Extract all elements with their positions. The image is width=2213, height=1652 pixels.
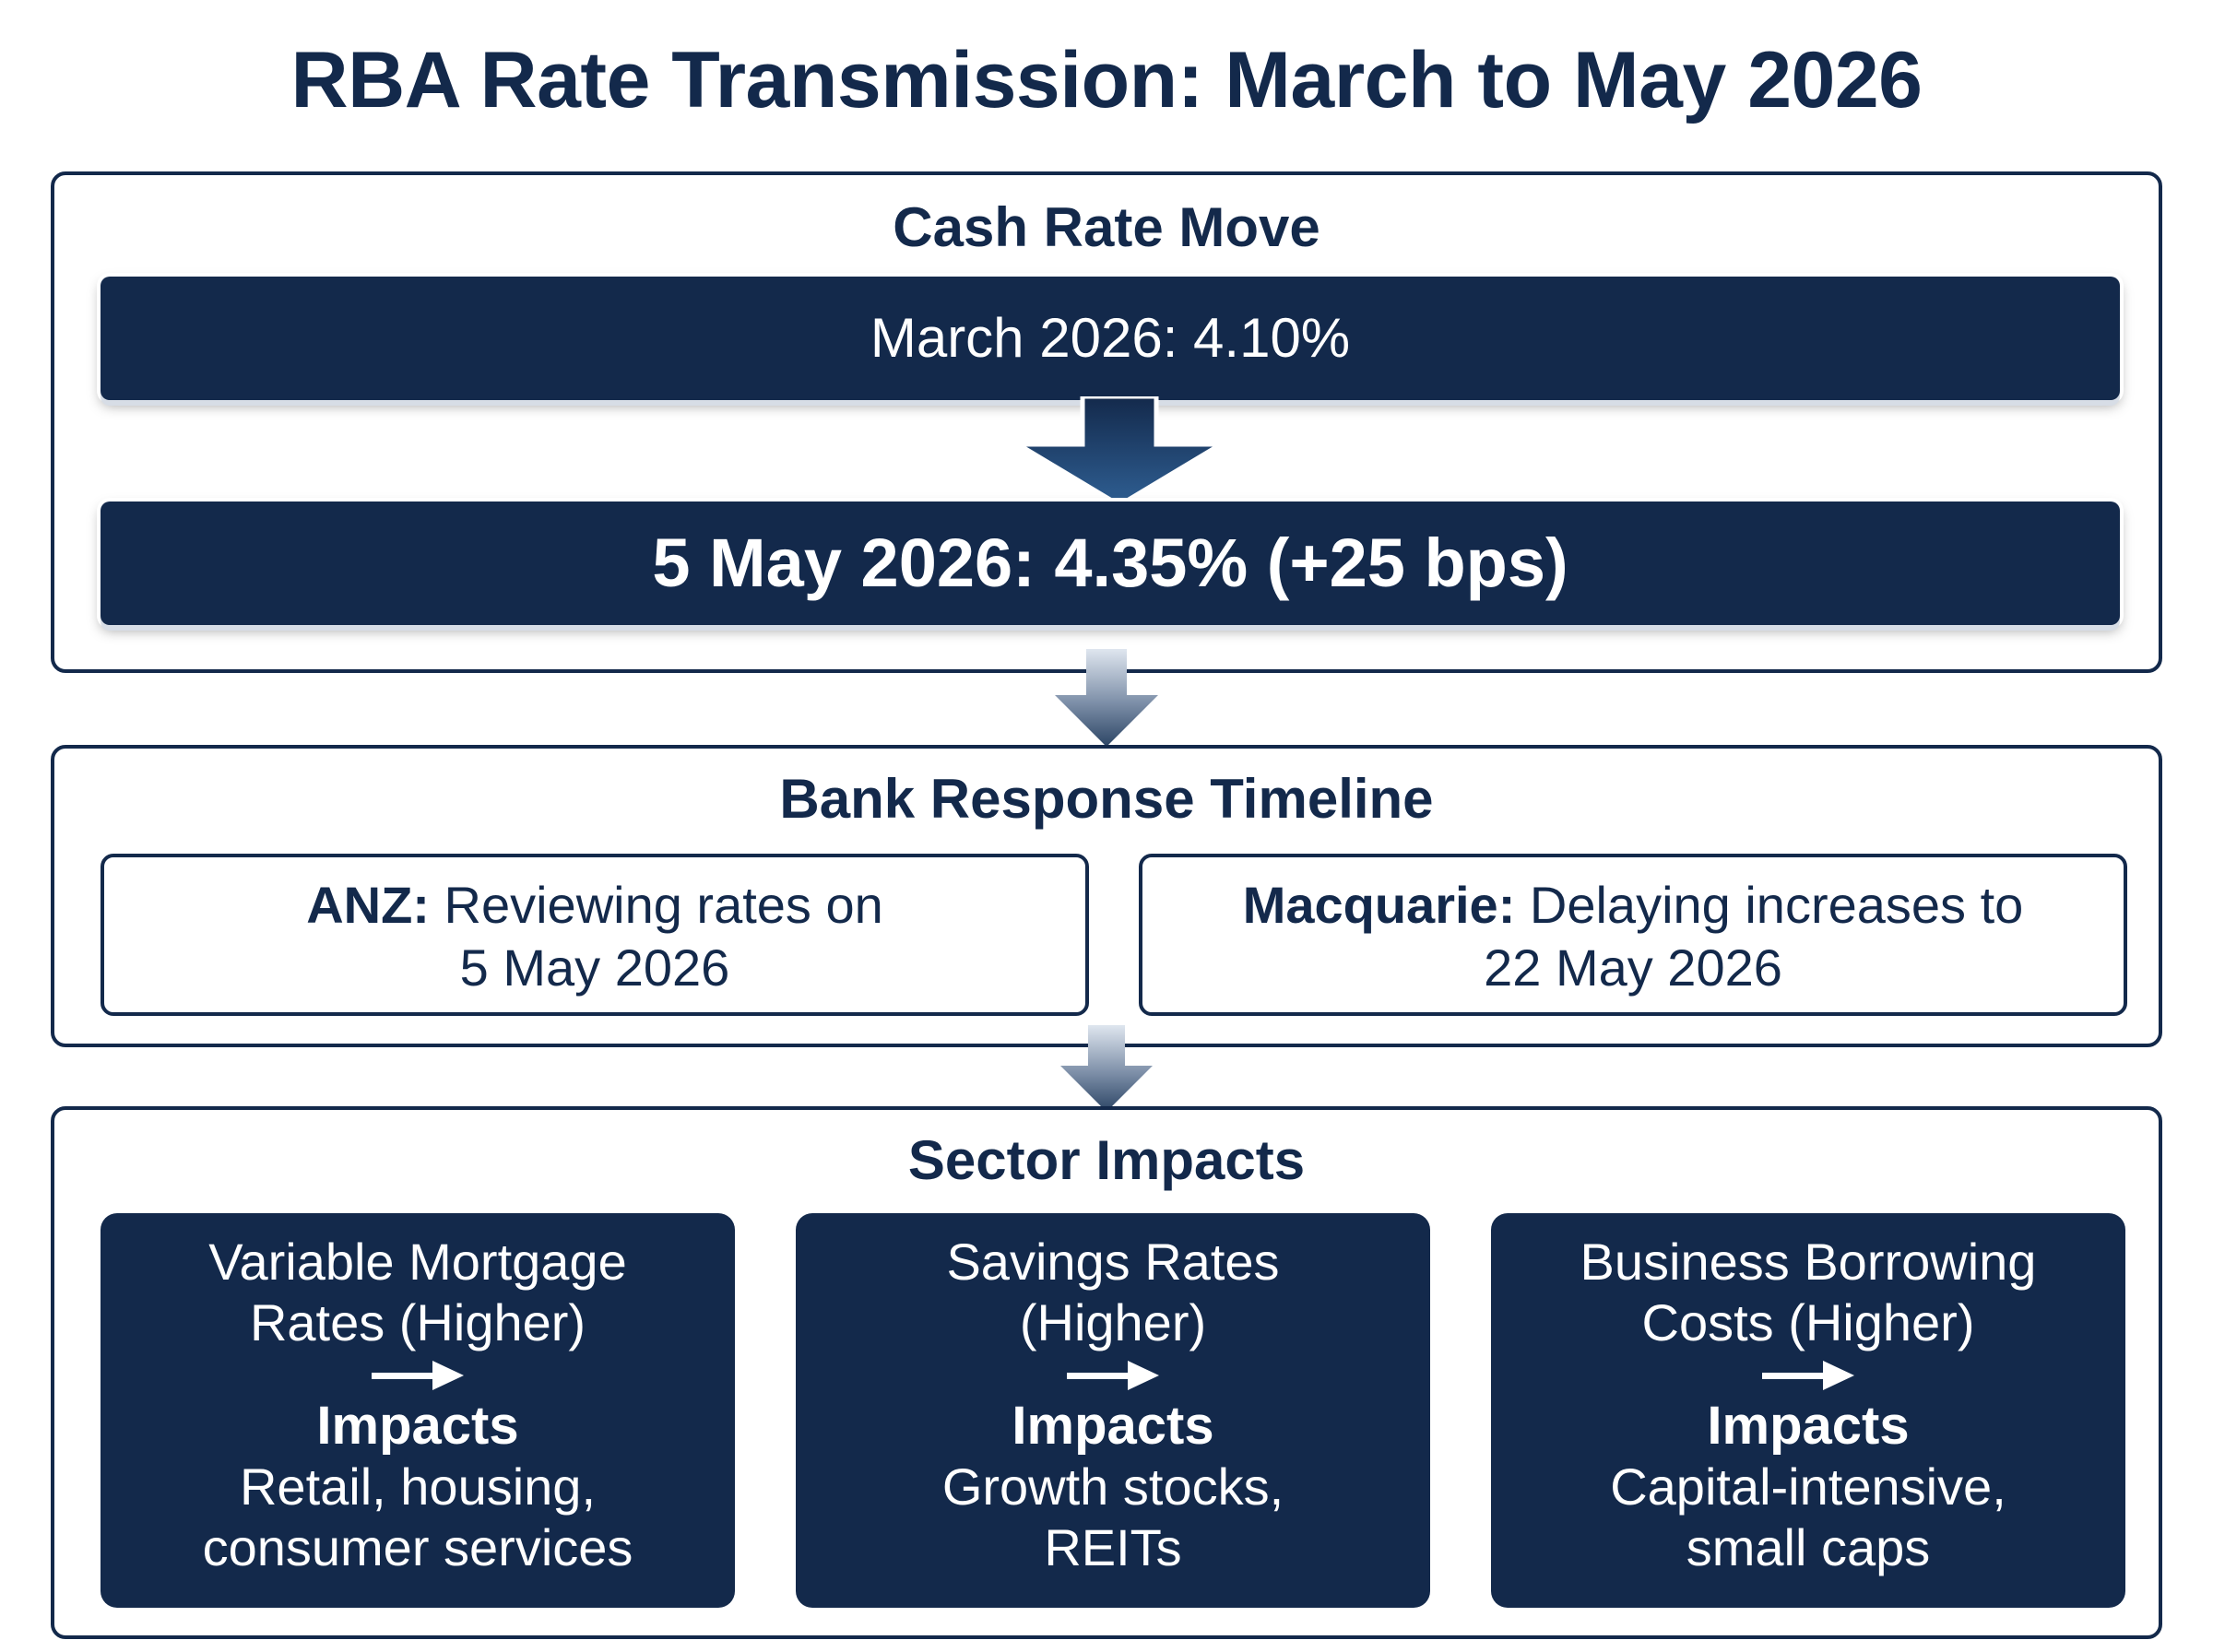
down-arrow-icon [1055, 649, 1158, 747]
bank-name: Macquarie: [1242, 876, 1516, 934]
sector-impacts-panel: Sector Impacts Variable Mortgage Rates (… [51, 1106, 2162, 1639]
rate-from-bar: March 2026: 4.10% [101, 277, 2120, 400]
impacts-label: Impacts [1012, 1396, 1214, 1456]
bank-response-heading: Bank Response Timeline [779, 768, 1434, 830]
sector-detail: Retail, housing, [239, 1457, 596, 1516]
sector-card-mortgage: Variable Mortgage Rates (Higher) Impacts… [101, 1213, 735, 1608]
bank-name: ANZ: [306, 876, 430, 934]
sector-title: Costs (Higher) [1641, 1293, 1975, 1351]
bank-date: 22 May 2026 [1484, 938, 1782, 997]
down-arrow-icon [1060, 1025, 1153, 1112]
sector-detail: Capital-intensive, [1610, 1457, 2006, 1516]
impacts-label: Impacts [1707, 1396, 1910, 1456]
bank-response-panel: Bank Response Timeline ANZ: Reviewing ra… [51, 745, 2162, 1047]
sector-detail: consumer services [202, 1518, 633, 1576]
down-arrow-icon [1013, 396, 1225, 507]
sector-title: Savings Rates [946, 1233, 1280, 1291]
sector-detail: small caps [1686, 1518, 1931, 1576]
bank-date: 5 May 2026 [459, 938, 730, 997]
cash-rate-panel: Cash Rate Move March 2026: 4.10% 5 May 2… [51, 171, 2162, 673]
page-title: RBA Rate Transmission: March to May 2026 [290, 36, 1923, 124]
sector-title: Variable Mortgage [208, 1233, 627, 1291]
bank-card-anz: ANZ: Reviewing rates on 5 May 2026 [101, 854, 1089, 1016]
right-arrow-icon [1762, 1361, 1854, 1390]
sector-title: (Higher) [1019, 1293, 1207, 1351]
cash-rate-heading: Cash Rate Move [893, 196, 1320, 258]
right-arrow-icon [1067, 1361, 1159, 1390]
rate-to-bar: 5 May 2026: 4.35% (+25 bps) [101, 502, 2120, 625]
sector-detail: REITs [1044, 1518, 1182, 1576]
bank-action: Reviewing rates on [429, 876, 883, 934]
sector-detail: Growth stocks, [941, 1457, 1284, 1516]
right-arrow-icon [372, 1361, 464, 1390]
bank-action: Delaying increases to [1515, 876, 2024, 934]
sector-title: Rates (Higher) [249, 1293, 586, 1351]
sector-impacts-heading: Sector Impacts [907, 1129, 1306, 1191]
bank-card-macquarie: Macquarie: Delaying increases to 22 May … [1139, 854, 2127, 1016]
impacts-label: Impacts [316, 1396, 519, 1456]
sector-card-savings: Savings Rates (Higher) Impacts Growth st… [796, 1213, 1430, 1608]
sector-card-business: Business Borrowing Costs (Higher) Impact… [1491, 1213, 2125, 1608]
sector-title: Business Borrowing [1580, 1233, 2037, 1291]
